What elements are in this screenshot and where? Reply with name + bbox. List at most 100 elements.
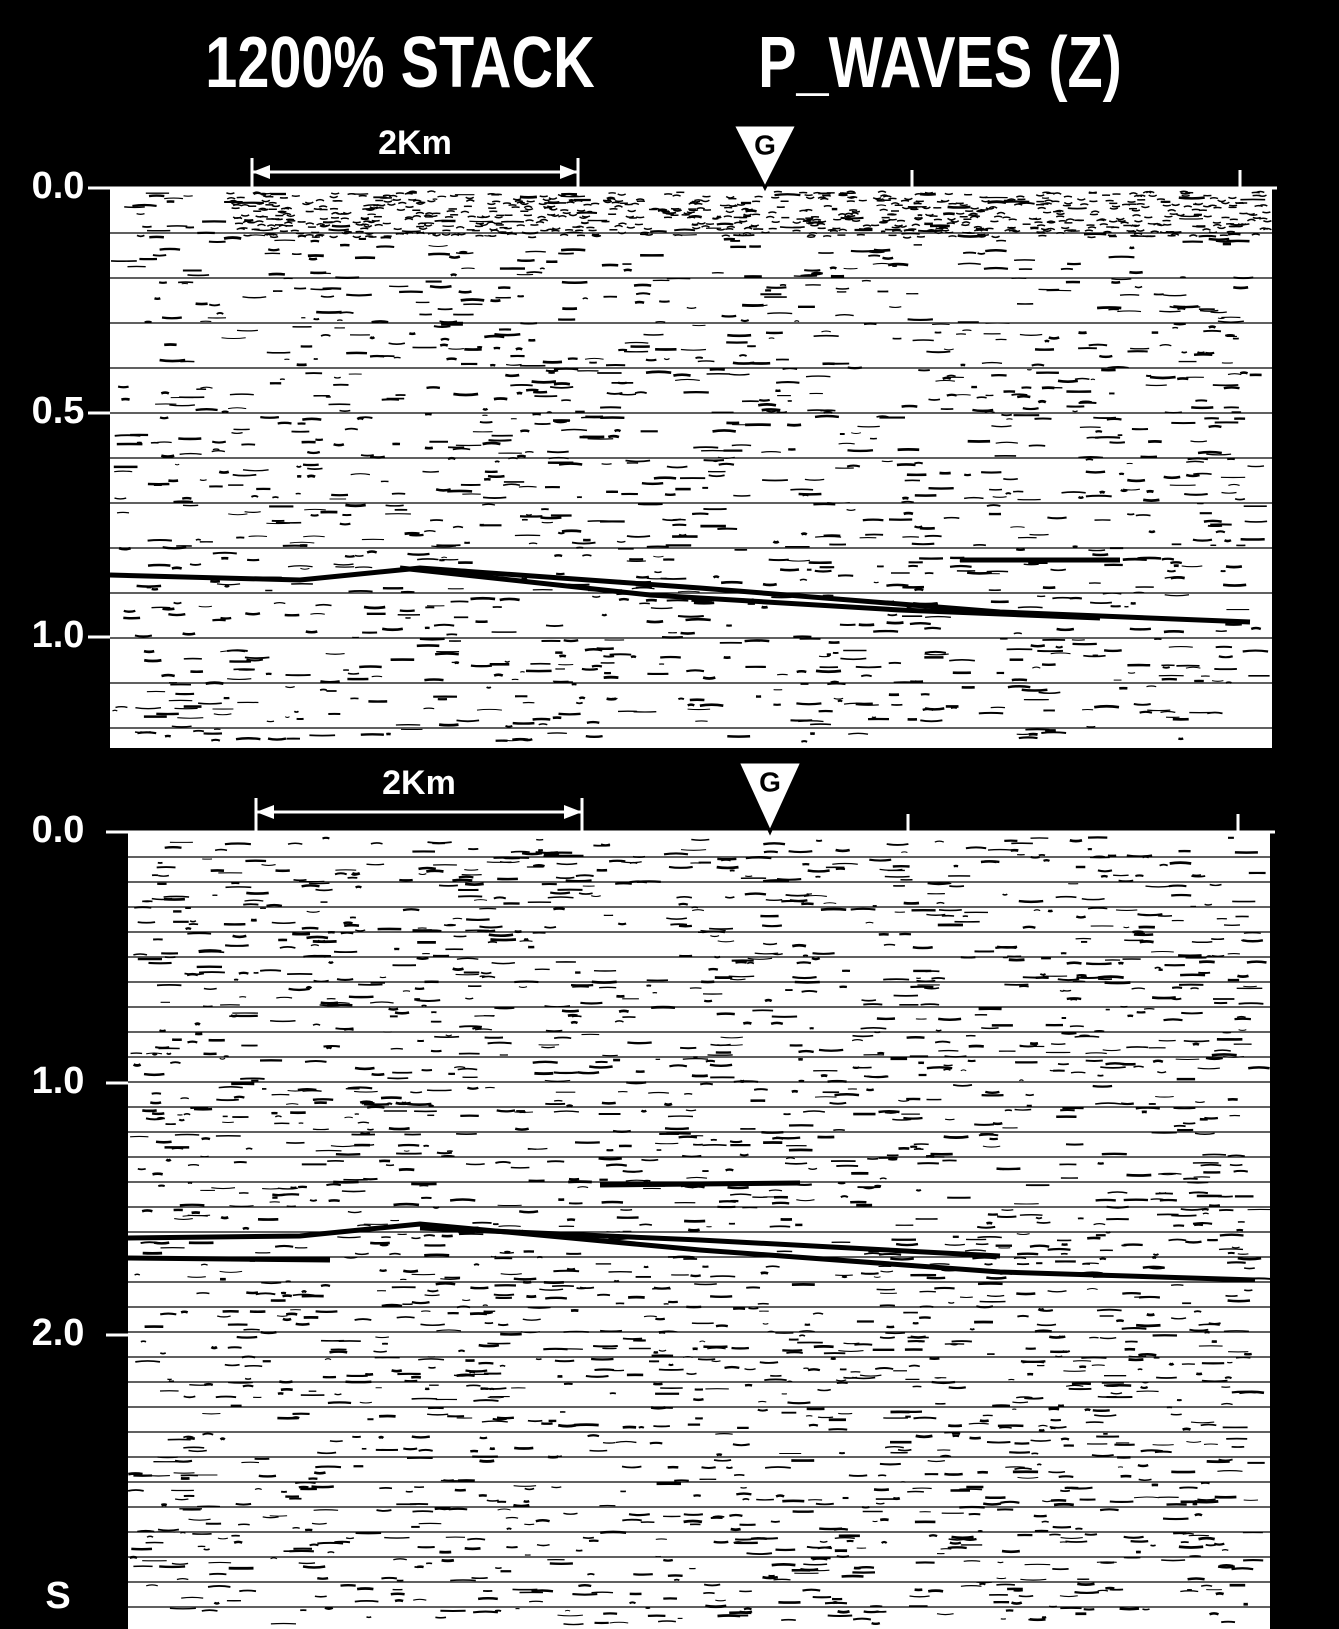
trace-wiggle <box>156 1142 172 1143</box>
trace-wiggle <box>806 376 830 377</box>
trace-wiggle <box>177 718 203 719</box>
trace-wiggle <box>1174 1126 1186 1127</box>
noise-wiggle <box>692 201 700 202</box>
trace-wiggle <box>1143 857 1149 858</box>
trace-wiggle <box>1244 1268 1255 1269</box>
trace-wiggle <box>1232 1568 1254 1569</box>
trace-wiggle <box>1039 855 1045 856</box>
trace-wiggle <box>135 1361 160 1362</box>
trace-wiggle <box>631 657 636 658</box>
trace-wiggle <box>153 255 166 256</box>
trace-wiggle <box>776 1496 784 1497</box>
trace-wiggle <box>1226 566 1242 567</box>
trace-wiggle <box>626 461 651 462</box>
trace-wiggle <box>412 1437 430 1438</box>
trace-wiggle <box>495 1162 510 1163</box>
noise-wiggle <box>977 211 985 212</box>
trace-wiggle <box>374 1351 387 1352</box>
trace-wiggle <box>1012 680 1027 681</box>
trace-wiggle <box>635 392 647 393</box>
trace-wiggle <box>952 1537 974 1538</box>
trace-wiggle <box>926 914 945 915</box>
trace-wiggle <box>651 1007 675 1008</box>
trace-wiggle <box>348 673 359 674</box>
trace-wiggle <box>1019 737 1038 738</box>
trace-wiggle <box>1080 1035 1090 1036</box>
trace-wiggle <box>1110 442 1125 443</box>
trace-wiggle <box>167 1053 171 1054</box>
trace-wiggle <box>681 350 706 351</box>
trace-wiggle <box>546 625 563 626</box>
trace-wiggle <box>395 1600 403 1601</box>
trace-wiggle <box>669 1364 674 1365</box>
trace-wiggle <box>819 1050 843 1051</box>
trace-wiggle <box>1023 927 1036 928</box>
trace-wiggle <box>1061 1439 1069 1440</box>
trace-wiggle <box>835 1094 860 1095</box>
trace-wiggle <box>602 1103 616 1104</box>
trace-wiggle <box>1073 1361 1091 1362</box>
trace-wiggle <box>546 371 558 372</box>
trace-wiggle <box>310 1545 319 1546</box>
trace-wiggle <box>962 330 971 331</box>
noise-wiggle <box>674 235 682 236</box>
trace-wiggle <box>1146 886 1172 887</box>
noise-wiggle <box>540 196 548 197</box>
trace-wiggle <box>116 707 128 708</box>
trace-wiggle <box>862 1507 869 1508</box>
noise-wiggle <box>363 221 371 222</box>
trace-wiggle <box>838 701 842 702</box>
noise-wiggle <box>1088 237 1096 238</box>
trace-wiggle <box>251 496 258 497</box>
trace-wiggle <box>681 633 695 634</box>
trace-wiggle <box>1212 1054 1237 1055</box>
trace-wiggle <box>821 909 846 910</box>
trace-wiggle <box>152 1113 164 1114</box>
trace-wiggle <box>133 954 147 955</box>
trace-wiggle <box>159 1566 185 1567</box>
trace-wiggle <box>923 709 934 710</box>
trace-wiggle <box>1127 1175 1152 1176</box>
trace-wiggle <box>622 1520 641 1521</box>
trace-wiggle <box>554 1072 578 1073</box>
trace-wiggle <box>175 1499 188 1500</box>
trace-wiggle <box>1149 531 1155 532</box>
trace-wiggle <box>477 931 495 932</box>
trace-wiggle <box>746 211 757 212</box>
trace-wiggle <box>1037 1324 1056 1325</box>
trace-wiggle <box>556 877 574 878</box>
trace-wiggle <box>449 1509 468 1510</box>
title-left: 1200% STACK <box>205 22 594 103</box>
trace-wiggle <box>674 230 695 231</box>
trace-wiggle <box>399 1169 414 1170</box>
trace-wiggle <box>130 1557 137 1558</box>
noise-wiggle <box>320 218 328 219</box>
trace-wiggle <box>1031 1440 1051 1441</box>
trace-wiggle <box>1164 631 1184 632</box>
trace-wiggle <box>591 1359 613 1360</box>
trace-wiggle <box>607 393 623 394</box>
trace-wiggle <box>700 705 723 706</box>
trace-wiggle <box>323 838 330 839</box>
trace-wiggle <box>203 1434 214 1435</box>
trace-wiggle <box>533 1062 558 1063</box>
trace-wiggle <box>1159 311 1180 312</box>
trace-wiggle <box>357 1589 373 1590</box>
noise-wiggle <box>527 201 535 202</box>
trace-wiggle <box>729 976 755 977</box>
trace-wiggle <box>996 1584 1015 1585</box>
trace-wiggle <box>592 1592 614 1593</box>
trace-wiggle <box>494 399 507 400</box>
trace-wiggle <box>1100 1067 1125 1068</box>
trace-wiggle <box>144 651 154 652</box>
trace-wiggle <box>644 1267 648 1268</box>
trace-wiggle <box>554 555 562 556</box>
trace-wiggle <box>1084 234 1106 235</box>
trace-wiggle <box>833 1602 837 1603</box>
noise-wiggle <box>524 215 532 216</box>
trace-wiggle <box>884 945 895 946</box>
trace-wiggle <box>427 1290 438 1291</box>
trace-wiggle <box>359 667 382 668</box>
trace-wiggle <box>391 1049 403 1050</box>
trace-wiggle <box>332 226 350 227</box>
